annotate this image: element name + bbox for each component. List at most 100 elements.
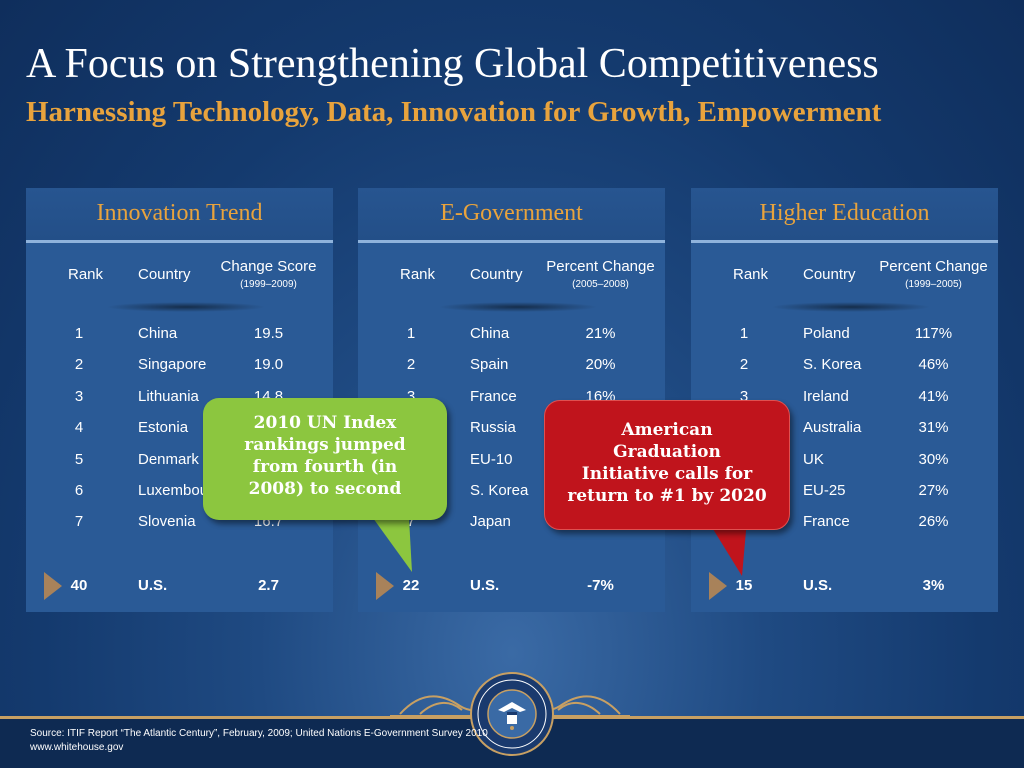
country-cell: France	[803, 513, 850, 531]
panel-header: Innovation Trend	[26, 188, 333, 240]
us-value-cell: -7%	[587, 577, 614, 594]
header-shadow	[771, 302, 931, 312]
country-cell: Spain	[470, 356, 509, 374]
us-row-arrow-icon	[709, 572, 727, 600]
us-country-cell: U.S.	[138, 577, 168, 594]
page-subtitle: Harnessing Technology, Data, Innovation …	[26, 96, 882, 128]
column-header-metric: Change Score (1999–2009)	[206, 258, 331, 294]
value-cell: 46%	[918, 356, 949, 374]
column-header-metric: Percent Change (1999–2005)	[871, 258, 996, 294]
panel-divider	[358, 240, 665, 243]
column-header-metric-period: (2005–2008)	[572, 279, 629, 290]
presidential-seal-icon	[470, 672, 554, 756]
column-header-metric-period: (1999–2009)	[240, 279, 297, 290]
red-callout-line: American	[621, 420, 713, 440]
red-callout: American Graduation Initiative calls for…	[544, 400, 790, 530]
country-cell: Slovenia	[138, 513, 196, 531]
value-cell: 27%	[918, 482, 949, 499]
country-cell: Lithuania	[138, 387, 199, 405]
rank-cell: 2	[739, 356, 749, 374]
header-shadow	[106, 302, 266, 312]
column-header-rank: Rank	[68, 266, 104, 283]
red-callout-line: Graduation	[613, 442, 721, 462]
us-country-cell: U.S.	[803, 577, 833, 594]
green-callout: 2010 UN Index rankings jumped from fourt…	[203, 398, 447, 520]
header-shadow	[438, 302, 598, 312]
rank-cell: 4	[74, 419, 84, 437]
green-callout-line: 2008) to second	[248, 479, 402, 499]
column-header-metric-period: (1999–2005)	[905, 279, 962, 290]
column-header-metric-label: Change Score	[220, 258, 317, 275]
us-rank-cell: 22	[402, 577, 420, 594]
us-country-cell: U.S.	[470, 577, 500, 594]
country-cell: Estonia	[138, 419, 189, 437]
red-callout-line: Initiative calls for	[581, 464, 753, 484]
source-citation: Source: ITIF Report “The Atlantic Centur…	[30, 728, 488, 739]
rank-cell: 3	[739, 387, 749, 405]
panel-divider	[691, 240, 998, 243]
value-cell: 19.0	[253, 356, 284, 374]
panel-title: E-Government	[440, 200, 583, 226]
us-value-cell: 2.7	[258, 577, 279, 594]
value-cell: 41%	[918, 387, 949, 405]
panel-divider	[26, 240, 333, 243]
panel-title: Higher Education	[759, 200, 930, 226]
rank-cell: 6	[74, 482, 84, 499]
us-rank-cell: 15	[735, 577, 753, 594]
country-cell: Japan	[470, 513, 511, 531]
value-cell: 21%	[585, 325, 616, 342]
country-cell: France	[470, 387, 517, 405]
country-cell: EU-10	[470, 450, 513, 468]
column-header-rank: Rank	[733, 266, 769, 283]
country-cell: S. Korea	[470, 482, 529, 499]
us-value-cell: 3%	[922, 577, 945, 594]
green-callout-line: rankings jumped	[244, 435, 406, 455]
value-cell: 117%	[914, 325, 953, 342]
page-title: A Focus on Strengthening Global Competit…	[26, 41, 879, 87]
red-callout-line: return to #1 by 2020	[567, 486, 767, 506]
column-header-country: Country	[470, 266, 523, 283]
column-header-metric-label: Percent Change	[546, 258, 655, 275]
country-cell: Russia	[470, 419, 516, 437]
country-cell: Denmark	[138, 450, 199, 468]
rank-cell: 2	[74, 356, 84, 374]
us-rank-cell: 40	[70, 577, 88, 594]
value-cell: 19.5	[253, 325, 284, 342]
rank-cell: 1	[406, 325, 416, 342]
column-header-metric: Percent Change (2005–2008)	[538, 258, 663, 294]
country-cell: Luxembou	[138, 482, 209, 499]
country-cell: China	[470, 325, 510, 342]
country-cell: China	[138, 325, 178, 342]
column-header-rank: Rank	[400, 266, 436, 283]
country-cell: Poland	[803, 325, 850, 342]
country-cell: EU-25	[803, 482, 846, 499]
rank-cell: 7	[406, 513, 416, 531]
column-header-country: Country	[138, 266, 191, 283]
green-callout-line: 2010 UN Index	[253, 413, 397, 433]
panel-title: Innovation Trend	[96, 200, 263, 226]
column-header-country: Country	[803, 266, 856, 283]
country-cell: Singapore	[138, 356, 207, 374]
country-cell: S. Korea	[803, 356, 862, 374]
value-cell: 30%	[918, 450, 949, 468]
country-cell: UK	[803, 450, 824, 468]
green-callout-line: from fourth (in	[252, 457, 398, 477]
rank-cell: 3	[406, 387, 416, 405]
country-cell: Ireland	[803, 387, 849, 405]
country-cell: Australia	[803, 419, 862, 437]
rank-cell: 3	[74, 387, 84, 405]
panel-header: Higher Education	[691, 188, 998, 240]
us-row-arrow-icon	[44, 572, 62, 600]
value-cell: 31%	[918, 419, 949, 437]
footer-url: www.whitehouse.gov	[30, 742, 124, 753]
rank-cell: 1	[739, 325, 749, 342]
rank-cell: 7	[74, 513, 84, 531]
rank-cell: 5	[74, 450, 84, 468]
column-header-metric-label: Percent Change	[879, 258, 988, 275]
rank-cell: 2	[406, 356, 416, 374]
us-row-arrow-icon	[376, 572, 394, 600]
panel-header: E-Government	[358, 188, 665, 240]
value-cell: 20%	[585, 356, 616, 374]
rank-cell: 1	[74, 325, 84, 342]
value-cell: 26%	[918, 513, 949, 531]
